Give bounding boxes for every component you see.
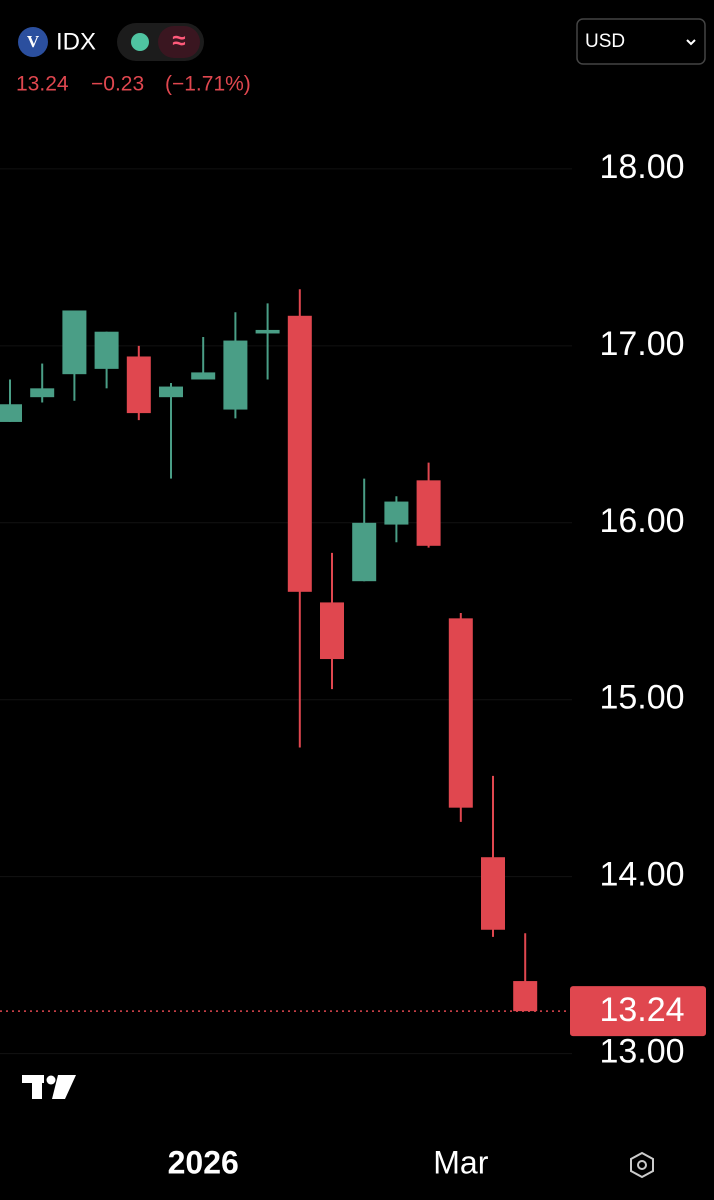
y-tick-label: 17.00 — [599, 325, 684, 363]
symbol-logo-letter: V — [27, 32, 40, 51]
x-tick-label: Mar — [433, 1144, 488, 1180]
y-tick-label: 16.00 — [599, 502, 684, 540]
quote-price: 13.24 — [16, 73, 69, 96]
symbol: IDX — [56, 28, 96, 55]
quote-change-pct: (−1.71%) — [165, 73, 251, 96]
candle-body — [352, 522, 377, 582]
candle-body — [30, 388, 55, 398]
candle-body — [255, 329, 280, 334]
y-tick-label: 14.00 — [599, 856, 684, 894]
candle-body — [448, 618, 473, 808]
candle-body — [223, 340, 248, 410]
y-tick-label: 18.00 — [599, 148, 684, 186]
y-tick-label: 13.00 — [599, 1033, 684, 1071]
quote-change: −0.23 — [91, 73, 144, 96]
market-status-dot — [131, 33, 149, 51]
candle-body — [126, 356, 151, 414]
candle-body — [481, 857, 505, 930]
settings-icon[interactable] — [630, 1151, 654, 1179]
last-price-label: 13.24 — [599, 991, 684, 1029]
last-price-box — [570, 986, 706, 1037]
symbol-logo — [18, 27, 48, 57]
candle-body — [191, 372, 216, 380]
candle-body — [159, 386, 183, 398]
candle-body — [0, 404, 22, 422]
currency-label: USD — [585, 31, 625, 52]
currency-select[interactable] — [576, 18, 706, 65]
x-tick-label: 2026 — [168, 1144, 239, 1180]
status-wave: ≈ — [172, 27, 185, 54]
status-wave-bg — [158, 26, 200, 58]
candle-body — [94, 331, 119, 369]
candle-body — [287, 315, 312, 592]
candle-body — [384, 501, 409, 525]
tv-logo — [22, 1075, 76, 1099]
candle-body — [513, 981, 538, 1012]
candle-body — [416, 480, 441, 546]
y-tick-label: 15.00 — [599, 679, 684, 717]
candle-body — [62, 310, 87, 375]
currency-caret — [686, 39, 696, 46]
candle-body — [320, 602, 344, 660]
